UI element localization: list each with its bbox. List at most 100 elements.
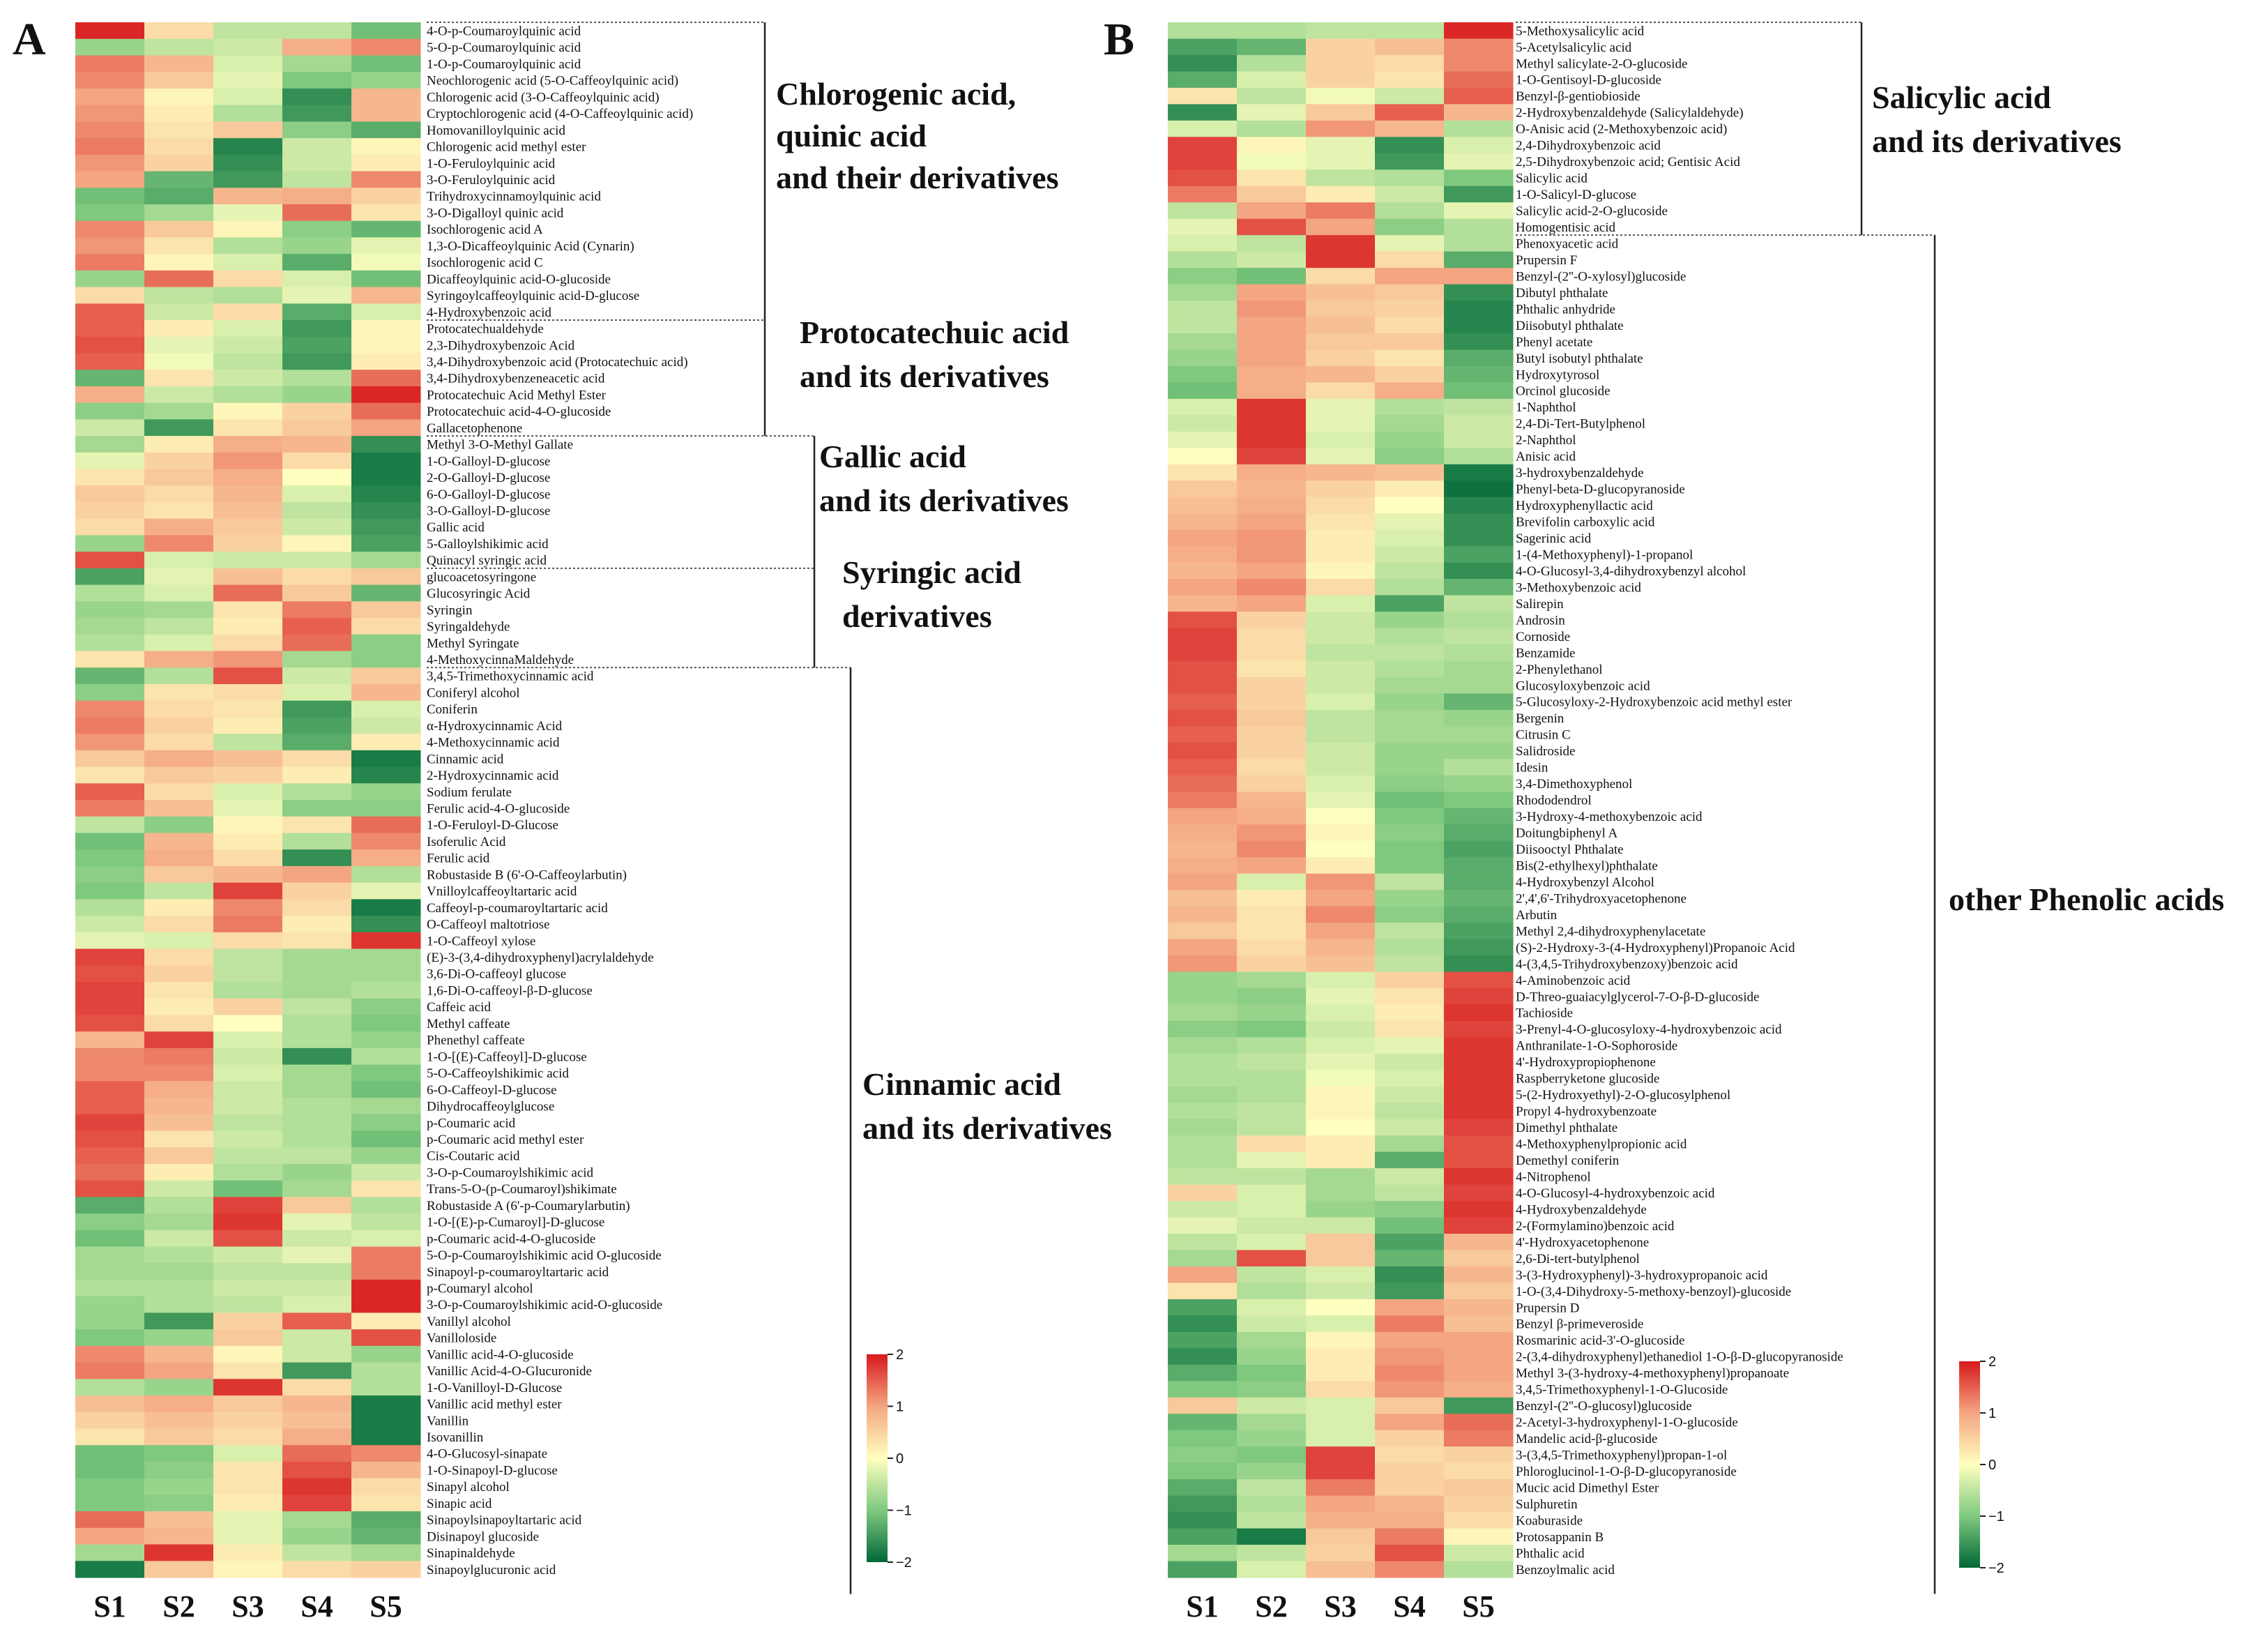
heatmap-cell [282,651,352,668]
heatmap-cell [282,204,352,222]
row-label: Androsin [1516,613,1565,628]
heatmap-cell [1444,857,1514,875]
heatmap-cell [1306,54,1376,73]
group-label: quinic acid [776,118,927,153]
heatmap-cell [1375,71,1445,89]
heatmap-cell [1306,398,1376,416]
colorbar-gradient [867,1354,888,1562]
heatmap-cell [1168,1381,1238,1398]
heatmap-cell [1375,1348,1445,1365]
heatmap-cell [282,849,352,867]
row-label: 1-O-Galloyl-D-glucose [427,454,550,469]
heatmap-cell [351,270,421,288]
heatmap-cell [1375,873,1445,891]
heatmap-cell [144,783,214,801]
row-label: Quinacyl syringic acid [427,554,547,568]
heatmap-cell [351,1329,421,1347]
group-label: and its derivatives [1872,123,2122,159]
heatmap-cell [1444,1331,1514,1349]
row-label: 3,4-Dimethoxyphenol [1516,777,1632,792]
row-label: Chlorogenic acid (3-O-Caffeoylquinic aci… [427,90,660,105]
heatmap-cell [1375,104,1445,121]
heatmap-cell [1306,1528,1376,1545]
heatmap-cell [1375,1397,1445,1414]
heatmap-cell [1306,497,1376,514]
heatmap-cell [75,1015,145,1032]
heatmap-cell [351,469,421,486]
heatmap-cell [213,998,283,1015]
heatmap-cell [1237,365,1307,384]
heatmap-cell [1444,186,1514,203]
heatmap-cell [282,750,352,768]
heatmap-cell [213,1197,283,1214]
heatmap-cell [1168,202,1238,220]
heatmap-cell [75,105,145,122]
heatmap-cell [282,1163,352,1181]
heatmap-cell [1444,1037,1514,1054]
heatmap-cell [282,38,352,56]
heatmap-cell [351,1461,421,1479]
heatmap-cell [1306,1512,1376,1529]
heatmap-cell [1444,546,1514,563]
heatmap-cell [213,535,283,552]
heatmap-cell [213,1163,283,1181]
heatmap-cell [75,601,145,619]
heatmap-cell [282,1461,352,1479]
heatmap-cell [144,402,214,420]
heatmap-cell [351,518,421,536]
heatmap-cell [282,865,352,884]
heatmap-cell [1168,1561,1238,1578]
heatmap-cell [75,1527,145,1545]
row-label: Hydroxytyrosol [1516,368,1599,382]
group-label: and its derivatives [862,1110,1112,1146]
heatmap-cell [213,932,283,950]
heatmap-cell [144,121,214,139]
heatmap-cell [144,1114,214,1132]
heatmap-cell [213,899,283,916]
heatmap-cell [1444,792,1514,809]
heatmap-cell [282,452,352,470]
heatmap-cell [1375,1135,1445,1153]
heatmap-cell [1375,1151,1445,1169]
heatmap-cell [1237,1397,1307,1414]
heatmap-cell [351,287,421,304]
row-label: Syringaldehyde [427,620,510,635]
heatmap-cell [213,138,283,156]
row-label: 3-hydroxybenzaldehyde [1516,466,1644,480]
row-label: Benzyl-β-gentiobioside [1516,89,1641,104]
heatmap-cell [144,1213,214,1231]
heatmap-cell [1168,1528,1238,1545]
heatmap-cell [1237,349,1307,367]
heatmap-cell [1444,54,1514,73]
heatmap-cell [1168,595,1238,612]
row-label: 5-Galloylshikimic acid [427,537,549,552]
heatmap-cell [351,1147,421,1165]
heatmap-cell [213,1445,283,1462]
heatmap-cell [1168,301,1238,318]
heatmap-cell [1237,1364,1307,1382]
heatmap-cell [144,833,214,850]
heatmap-cell [213,303,283,321]
row-label: 5-(2-Hydroxyethyl)-2-O-glucosylphenol [1516,1088,1730,1103]
row-label: 2-(3,4-dihydroxyphenyl)ethanediol 1-O-β-… [1516,1350,1843,1365]
row-label: 2-Acetyl-3-hydroxyphenyl-1-O-glucoside [1516,1416,1738,1430]
heatmap-cell [1168,137,1238,154]
row-label: Tachioside [1516,1006,1573,1021]
heatmap-cell [75,204,145,222]
heatmap-cell [75,981,145,999]
heatmap-cell [213,1428,283,1446]
row-label: 2,3-Dihydroxybenzoic Acid [427,338,575,353]
heatmap-cell [282,1047,352,1066]
heatmap-cell [1237,808,1307,825]
heatmap-cell [75,899,145,916]
heatmap-cell [351,1213,421,1231]
heatmap-cell [1168,1250,1238,1267]
heatmap-cell [1237,268,1307,285]
heatmap-cell [1306,202,1376,220]
colorbar-tick-label: 1 [896,1400,904,1415]
column-label: S5 [1462,1589,1494,1624]
heatmap-cell [144,1098,214,1115]
row-label: (E)-3-(3,4-dihydroxyphenyl)acrylaldehyde [427,951,654,965]
heatmap-cell [1237,857,1307,875]
heatmap-cell [75,220,145,238]
